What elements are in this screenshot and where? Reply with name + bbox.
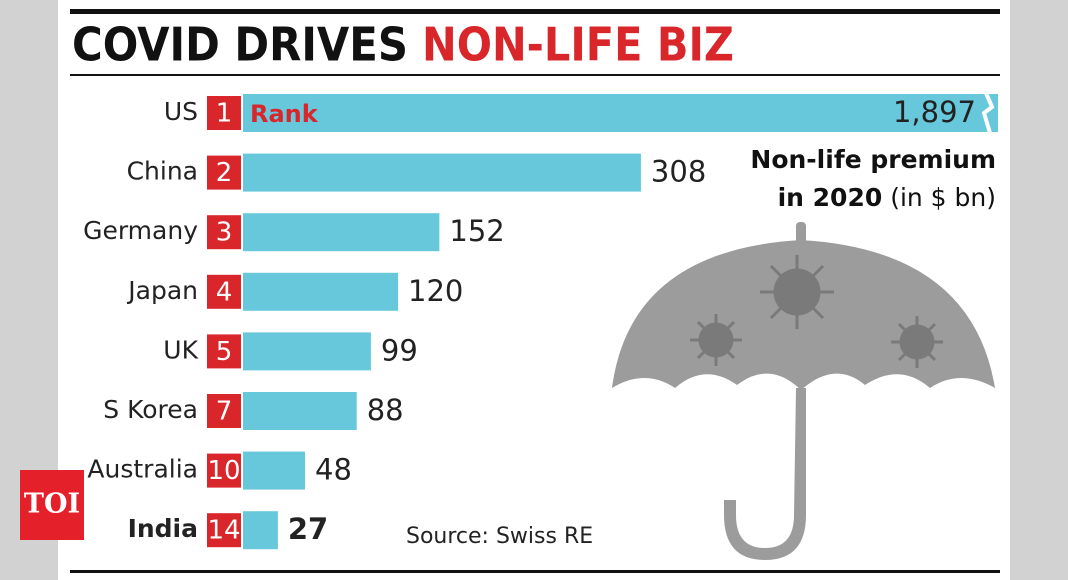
rank-box — [207, 334, 241, 369]
value-label: 308 — [651, 155, 706, 189]
value-label: 99 — [381, 333, 418, 367]
subtitle: Non-life premium — [750, 145, 996, 174]
rank-box — [207, 155, 241, 190]
rank: 14 — [207, 516, 240, 546]
logo-box — [20, 470, 84, 540]
rank: 1 — [216, 99, 233, 129]
rank-box — [207, 96, 241, 130]
bar — [243, 272, 399, 311]
rank: 5 — [216, 337, 233, 367]
rank: 2 — [216, 158, 233, 188]
bar — [243, 153, 641, 192]
bar-break — [981, 92, 995, 134]
value-label: 1,897 — [893, 95, 976, 129]
category-label: Germany — [83, 216, 198, 245]
chart-title-highlight: NON-LIFE BIZ — [422, 18, 734, 72]
chart-title: COVID DRIVES — [72, 18, 408, 72]
bar — [243, 511, 278, 550]
rank-label: Rank — [250, 100, 319, 128]
category-label: India — [128, 514, 198, 543]
subtitle-part: (in $ bn) — [890, 183, 996, 212]
rank-box — [207, 453, 241, 488]
category-label: Japan — [126, 276, 198, 305]
value-label: 88 — [367, 393, 404, 427]
category-label: S Korea — [103, 395, 198, 424]
bar — [243, 94, 998, 132]
category-label: US — [164, 97, 198, 126]
bar — [243, 392, 357, 430]
rank: 3 — [216, 218, 233, 248]
category-label: China — [127, 157, 198, 186]
value-label: 120 — [408, 274, 463, 308]
source: Source: Swiss RE — [406, 524, 593, 549]
bar — [243, 332, 371, 371]
bottom-rule — [70, 570, 1000, 573]
bar — [243, 213, 440, 252]
rank-box — [207, 274, 241, 309]
subtitle-part: in 2020 — [778, 183, 883, 212]
title-rule — [70, 74, 1000, 76]
rank: 10 — [207, 456, 240, 486]
rank-box — [207, 513, 241, 548]
category-label: UK — [163, 335, 198, 364]
top-rule — [70, 9, 1000, 14]
rank-box — [207, 215, 241, 250]
logo: TOI — [24, 489, 80, 520]
value-label: 152 — [449, 214, 504, 248]
category-label: Australia — [87, 455, 198, 484]
rank: 7 — [216, 397, 233, 427]
subtitle: in 2020 (in $ bn) — [778, 183, 996, 212]
rank: 4 — [216, 277, 233, 307]
rank-box — [207, 394, 241, 428]
bar — [243, 451, 306, 490]
virus-icons — [690, 255, 943, 368]
value-label: 48 — [315, 453, 352, 487]
value-label: 27 — [288, 512, 328, 546]
